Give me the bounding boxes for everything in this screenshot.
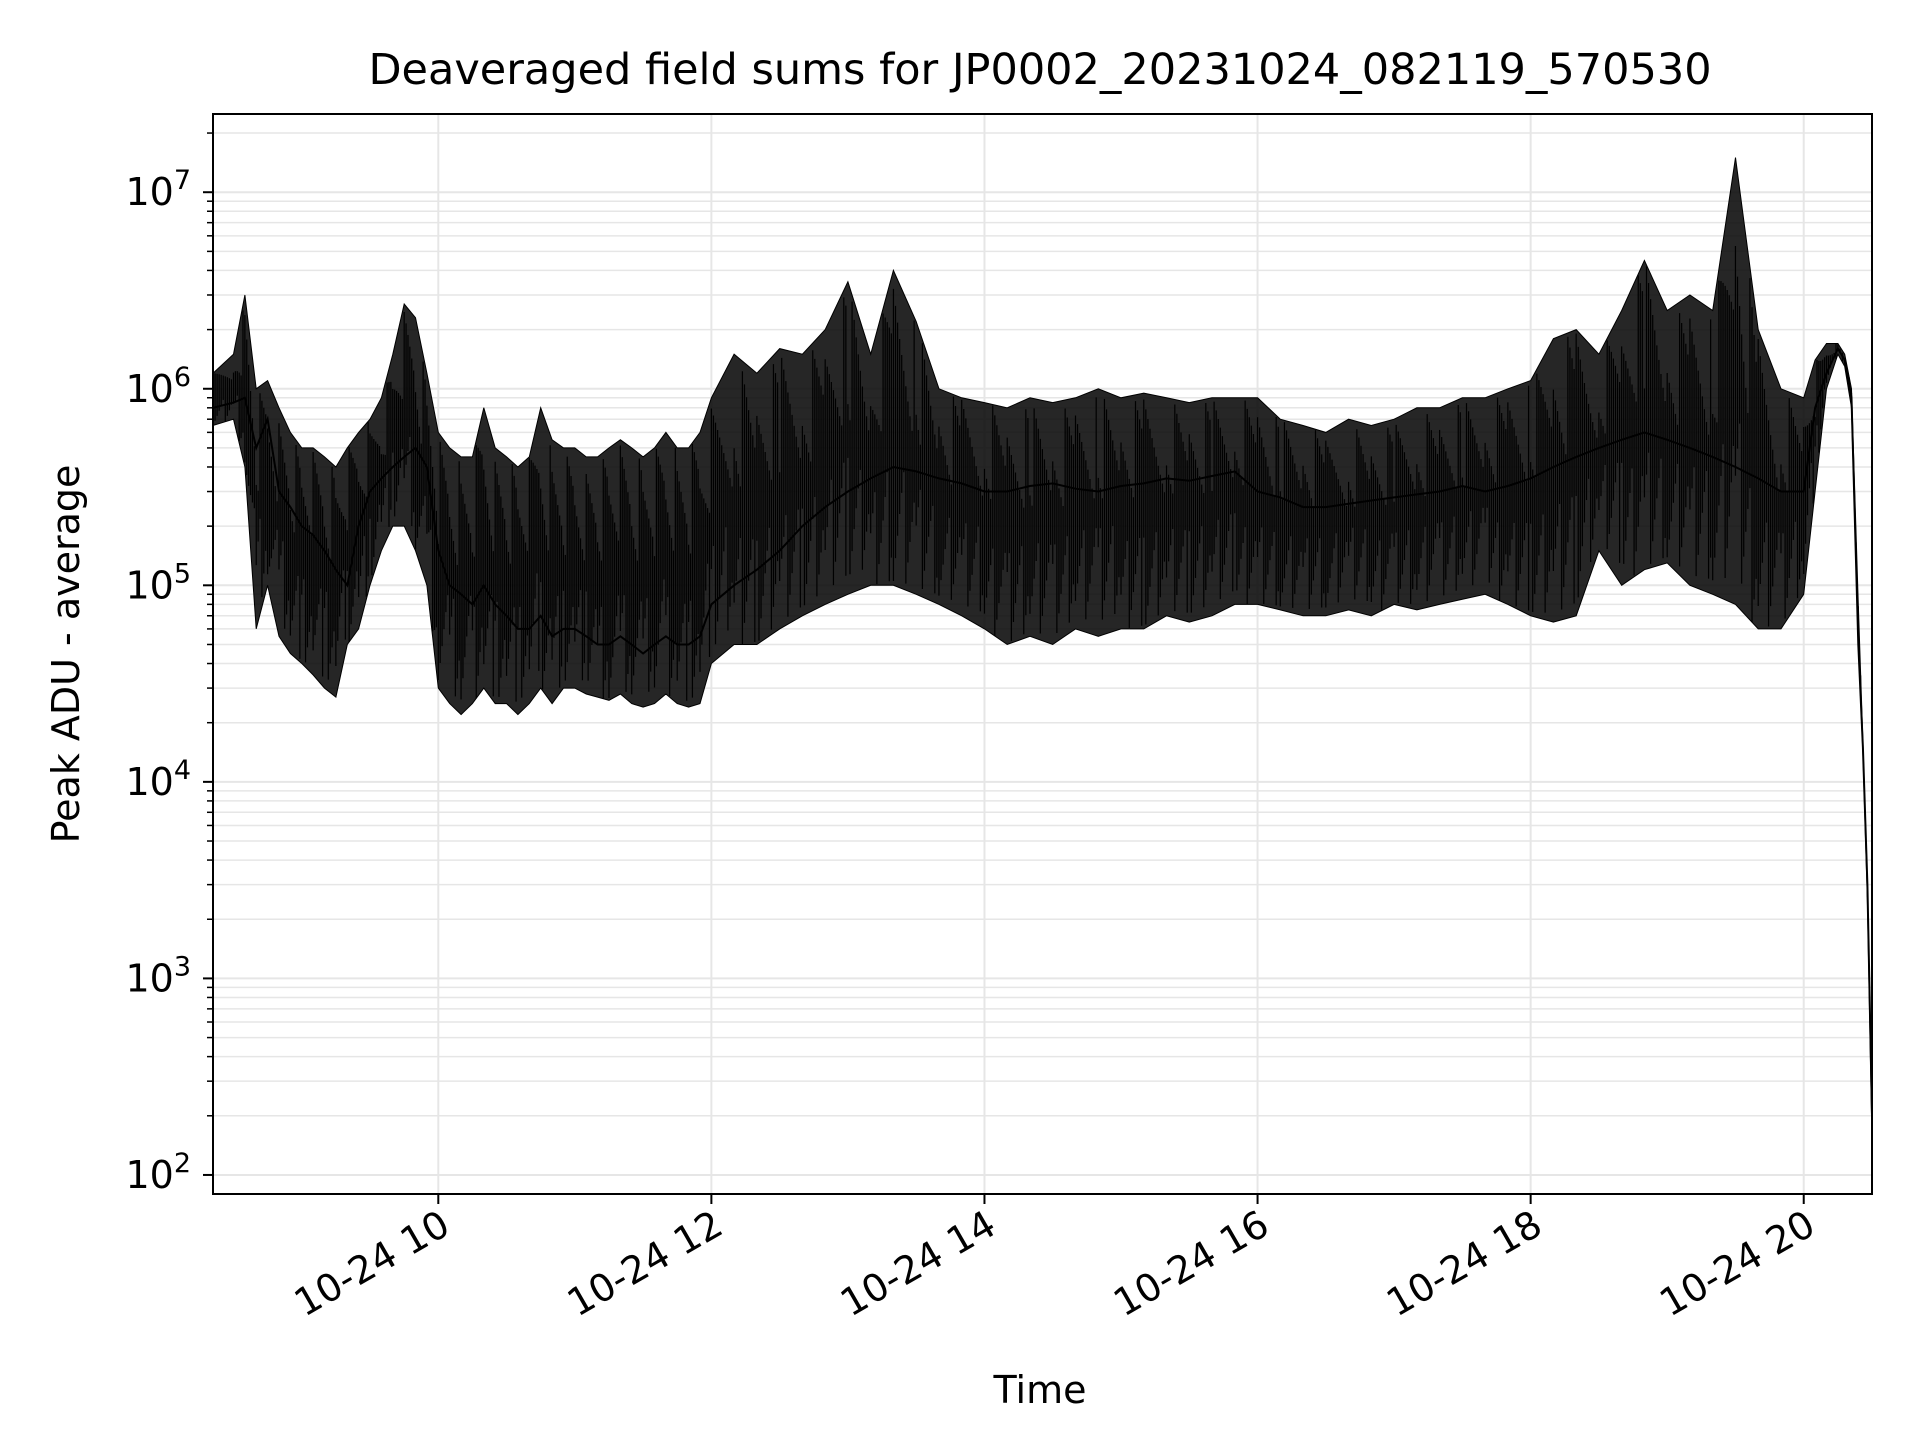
y-tick-label: 103 (125, 951, 191, 1000)
y-tick-label: 106 (125, 362, 191, 411)
plot-frame (212, 113, 1873, 1195)
y-tick-label: 105 (125, 558, 191, 607)
series-line (212, 346, 1873, 1116)
y-tick-label: 104 (125, 755, 191, 804)
data-series (212, 157, 1873, 1141)
y-tick-label: 107 (125, 165, 191, 214)
x-axis-label: Time (993, 1368, 1087, 1412)
chart-title: Deaveraged field sums for JP0002_2023102… (368, 45, 1711, 95)
y-tick-label: 102 (125, 1148, 191, 1197)
y-axis-label: Peak ADU - average (44, 465, 88, 844)
